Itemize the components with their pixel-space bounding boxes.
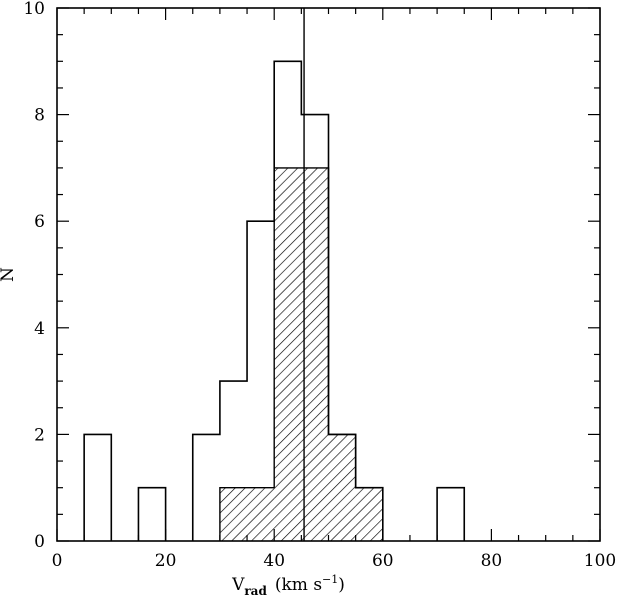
open-bar-9 <box>437 488 464 541</box>
y-tick-labels: 0 2 4 6 8 10 <box>23 0 45 552</box>
open-bar-2 <box>193 434 220 541</box>
hatched-bar-2 <box>274 167 302 541</box>
hatched-bar-5 <box>355 487 383 541</box>
open-bar-1 <box>138 488 165 541</box>
x-axis-label-main: V <box>231 575 245 595</box>
x-tick-label: 0 <box>52 551 63 571</box>
y-tick-label: 6 <box>34 212 45 232</box>
y-tick-label: 8 <box>34 106 45 126</box>
y-tick-label: 0 <box>34 532 45 552</box>
x-axis-label-exponent: −1 <box>322 573 338 586</box>
y-tick-label: 2 <box>34 425 45 445</box>
x-axis-label-subscript: rad <box>244 584 267 598</box>
hatched-bar-4 <box>328 434 356 541</box>
x-tick-label: 40 <box>263 551 285 571</box>
x-tick-label: 20 <box>155 551 177 571</box>
x-tick-label: 80 <box>481 551 503 571</box>
hatched-bar-0 <box>219 487 248 541</box>
hatched-bar-1 <box>247 487 275 541</box>
x-tick-label: 100 <box>584 551 616 571</box>
x-tick-labels: 0 20 40 60 80 100 <box>52 551 617 571</box>
x-tick-label: 60 <box>372 551 394 571</box>
open-histogram <box>83 60 466 541</box>
hatched-histogram <box>219 167 384 541</box>
axis-ticks <box>56 7 601 542</box>
x-axis-label-units: (km s <box>275 575 322 595</box>
y-tick-label: 10 <box>23 0 45 19</box>
open-bar-0 <box>84 434 111 541</box>
y-axis-label: N <box>0 267 18 282</box>
x-axis-label: Vrad (km s−1) <box>231 573 345 598</box>
y-tick-label: 4 <box>34 319 45 339</box>
hatched-bar-3 <box>301 167 329 541</box>
open-outline <box>83 60 466 541</box>
x-axis-label-units-close: ) <box>338 575 345 595</box>
